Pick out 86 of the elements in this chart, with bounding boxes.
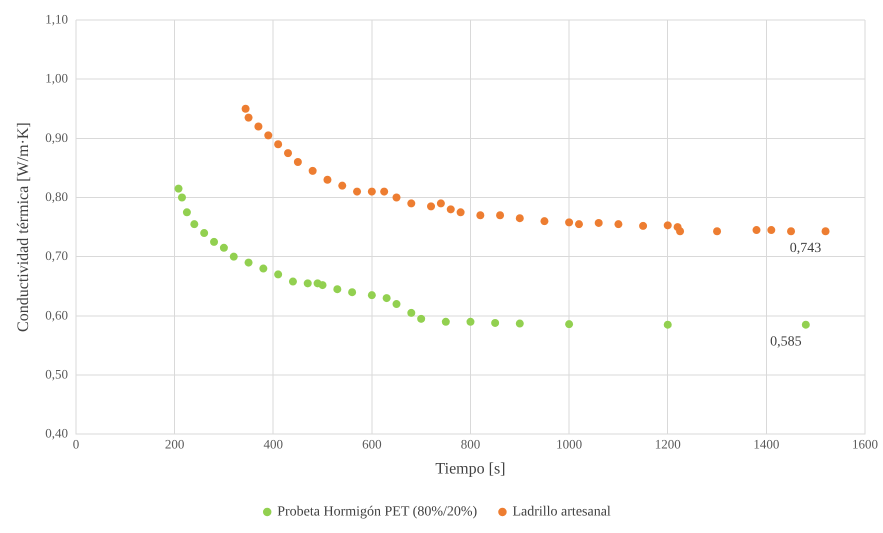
data-label: 0,743 <box>790 240 822 256</box>
point <box>304 279 312 288</box>
point <box>639 222 648 230</box>
y-tick-label: 1,10 <box>45 11 68 26</box>
point <box>348 288 356 296</box>
point <box>476 211 484 220</box>
point <box>594 218 603 227</box>
point <box>353 188 362 196</box>
point <box>676 227 684 236</box>
point <box>323 176 332 184</box>
point <box>220 244 228 252</box>
point <box>516 320 524 328</box>
x-tick-label: 1000 <box>556 436 582 452</box>
data-label: 0,585 <box>770 334 802 350</box>
point <box>244 258 253 267</box>
point <box>442 318 450 326</box>
point <box>574 220 583 228</box>
point <box>274 270 282 278</box>
y-tick-label: 0,80 <box>45 188 68 204</box>
point <box>230 252 238 261</box>
point <box>752 226 761 234</box>
point <box>200 229 208 238</box>
x-axis-title: Tiempo [s] <box>435 460 506 478</box>
point <box>664 320 672 329</box>
point <box>664 221 672 230</box>
point <box>288 278 297 286</box>
point <box>436 199 445 208</box>
point <box>318 281 327 290</box>
point <box>254 122 262 131</box>
point <box>540 217 548 226</box>
point <box>259 264 268 273</box>
point <box>333 285 342 294</box>
point <box>210 238 218 246</box>
point <box>190 220 198 228</box>
point <box>427 202 436 210</box>
point <box>713 227 722 236</box>
point <box>284 149 292 158</box>
point <box>565 320 574 328</box>
point <box>242 104 250 113</box>
point <box>368 291 376 300</box>
y-tick-label: 0,40 <box>45 426 68 441</box>
point <box>392 194 400 202</box>
y-tick-label: 0,60 <box>45 307 68 322</box>
y-tick-label: 0,90 <box>45 130 68 145</box>
point <box>787 227 796 236</box>
point <box>174 184 183 193</box>
point <box>822 227 830 236</box>
point <box>417 314 426 323</box>
x-tick-label: 800 <box>460 436 480 452</box>
y-tick-label: 0,50 <box>45 366 68 382</box>
x-tick-label: 1200 <box>654 436 681 452</box>
legend-label: Probeta Hormigón PET (80%/20%) <box>277 504 478 520</box>
point <box>565 218 574 226</box>
point <box>614 220 622 228</box>
x-tick-label: 200 <box>164 436 184 452</box>
point <box>802 320 810 329</box>
point <box>496 211 504 220</box>
x-tick-label: 600 <box>362 436 382 452</box>
point <box>407 308 416 317</box>
point <box>456 208 465 216</box>
point <box>178 194 186 202</box>
point <box>274 140 282 148</box>
point <box>380 188 388 196</box>
y-tick-label: 0,70 <box>45 248 68 264</box>
point <box>368 188 376 196</box>
point <box>308 166 317 175</box>
x-tick-label: 400 <box>263 436 283 452</box>
legend-label: Ladrillo artesanal <box>512 504 611 520</box>
point <box>244 114 253 122</box>
point <box>516 214 524 222</box>
point <box>264 131 272 140</box>
y-axis-title: Conductividad térmica [W/m·K] <box>14 122 32 332</box>
point <box>294 158 302 166</box>
x-tick-label: 1600 <box>852 436 878 452</box>
point <box>338 182 346 190</box>
point <box>382 294 391 302</box>
point <box>491 318 500 327</box>
point <box>466 318 474 326</box>
x-tick-label: 0 <box>72 436 80 452</box>
point <box>407 199 416 208</box>
point <box>767 226 776 234</box>
point <box>446 205 455 214</box>
x-tick-label: 1400 <box>753 436 780 452</box>
point <box>182 208 191 216</box>
y-tick-label: 1,00 <box>45 70 68 86</box>
point <box>392 300 400 308</box>
